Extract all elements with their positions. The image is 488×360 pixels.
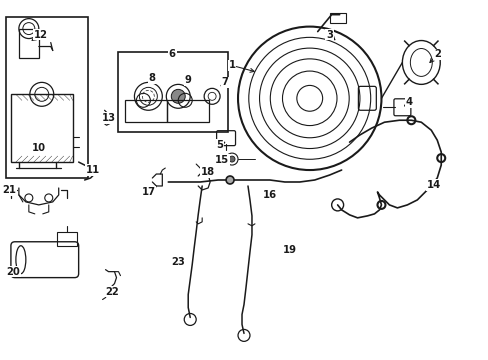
Text: 14: 14 <box>426 180 441 190</box>
Text: 5: 5 <box>216 140 223 150</box>
Bar <box>11 94 73 162</box>
Text: 11: 11 <box>85 165 100 175</box>
Bar <box>57 232 77 246</box>
Text: 15: 15 <box>215 155 229 165</box>
Circle shape <box>228 156 235 162</box>
Circle shape <box>171 89 185 103</box>
Text: 17: 17 <box>141 187 155 197</box>
Text: 22: 22 <box>105 287 119 297</box>
Bar <box>329 13 345 23</box>
Bar <box>6 17 87 178</box>
Bar <box>118 53 227 132</box>
Text: 12: 12 <box>34 30 48 40</box>
Text: 19: 19 <box>282 245 296 255</box>
Text: 23: 23 <box>171 257 185 267</box>
Text: 4: 4 <box>405 97 412 107</box>
Text: 9: 9 <box>184 75 191 85</box>
Text: 6: 6 <box>168 49 175 59</box>
Text: 16: 16 <box>263 190 276 200</box>
Bar <box>167 100 209 122</box>
Text: 13: 13 <box>102 113 115 123</box>
Text: 18: 18 <box>201 167 215 177</box>
Text: 7: 7 <box>221 77 228 87</box>
Text: 20: 20 <box>6 267 20 276</box>
Text: 21: 21 <box>2 185 16 195</box>
Text: 2: 2 <box>433 49 440 59</box>
Circle shape <box>225 176 234 184</box>
Text: 10: 10 <box>32 143 46 153</box>
Text: 1: 1 <box>228 60 235 71</box>
Text: 3: 3 <box>325 30 332 40</box>
Bar <box>125 100 167 122</box>
Text: 8: 8 <box>148 73 156 84</box>
Bar <box>19 28 39 58</box>
